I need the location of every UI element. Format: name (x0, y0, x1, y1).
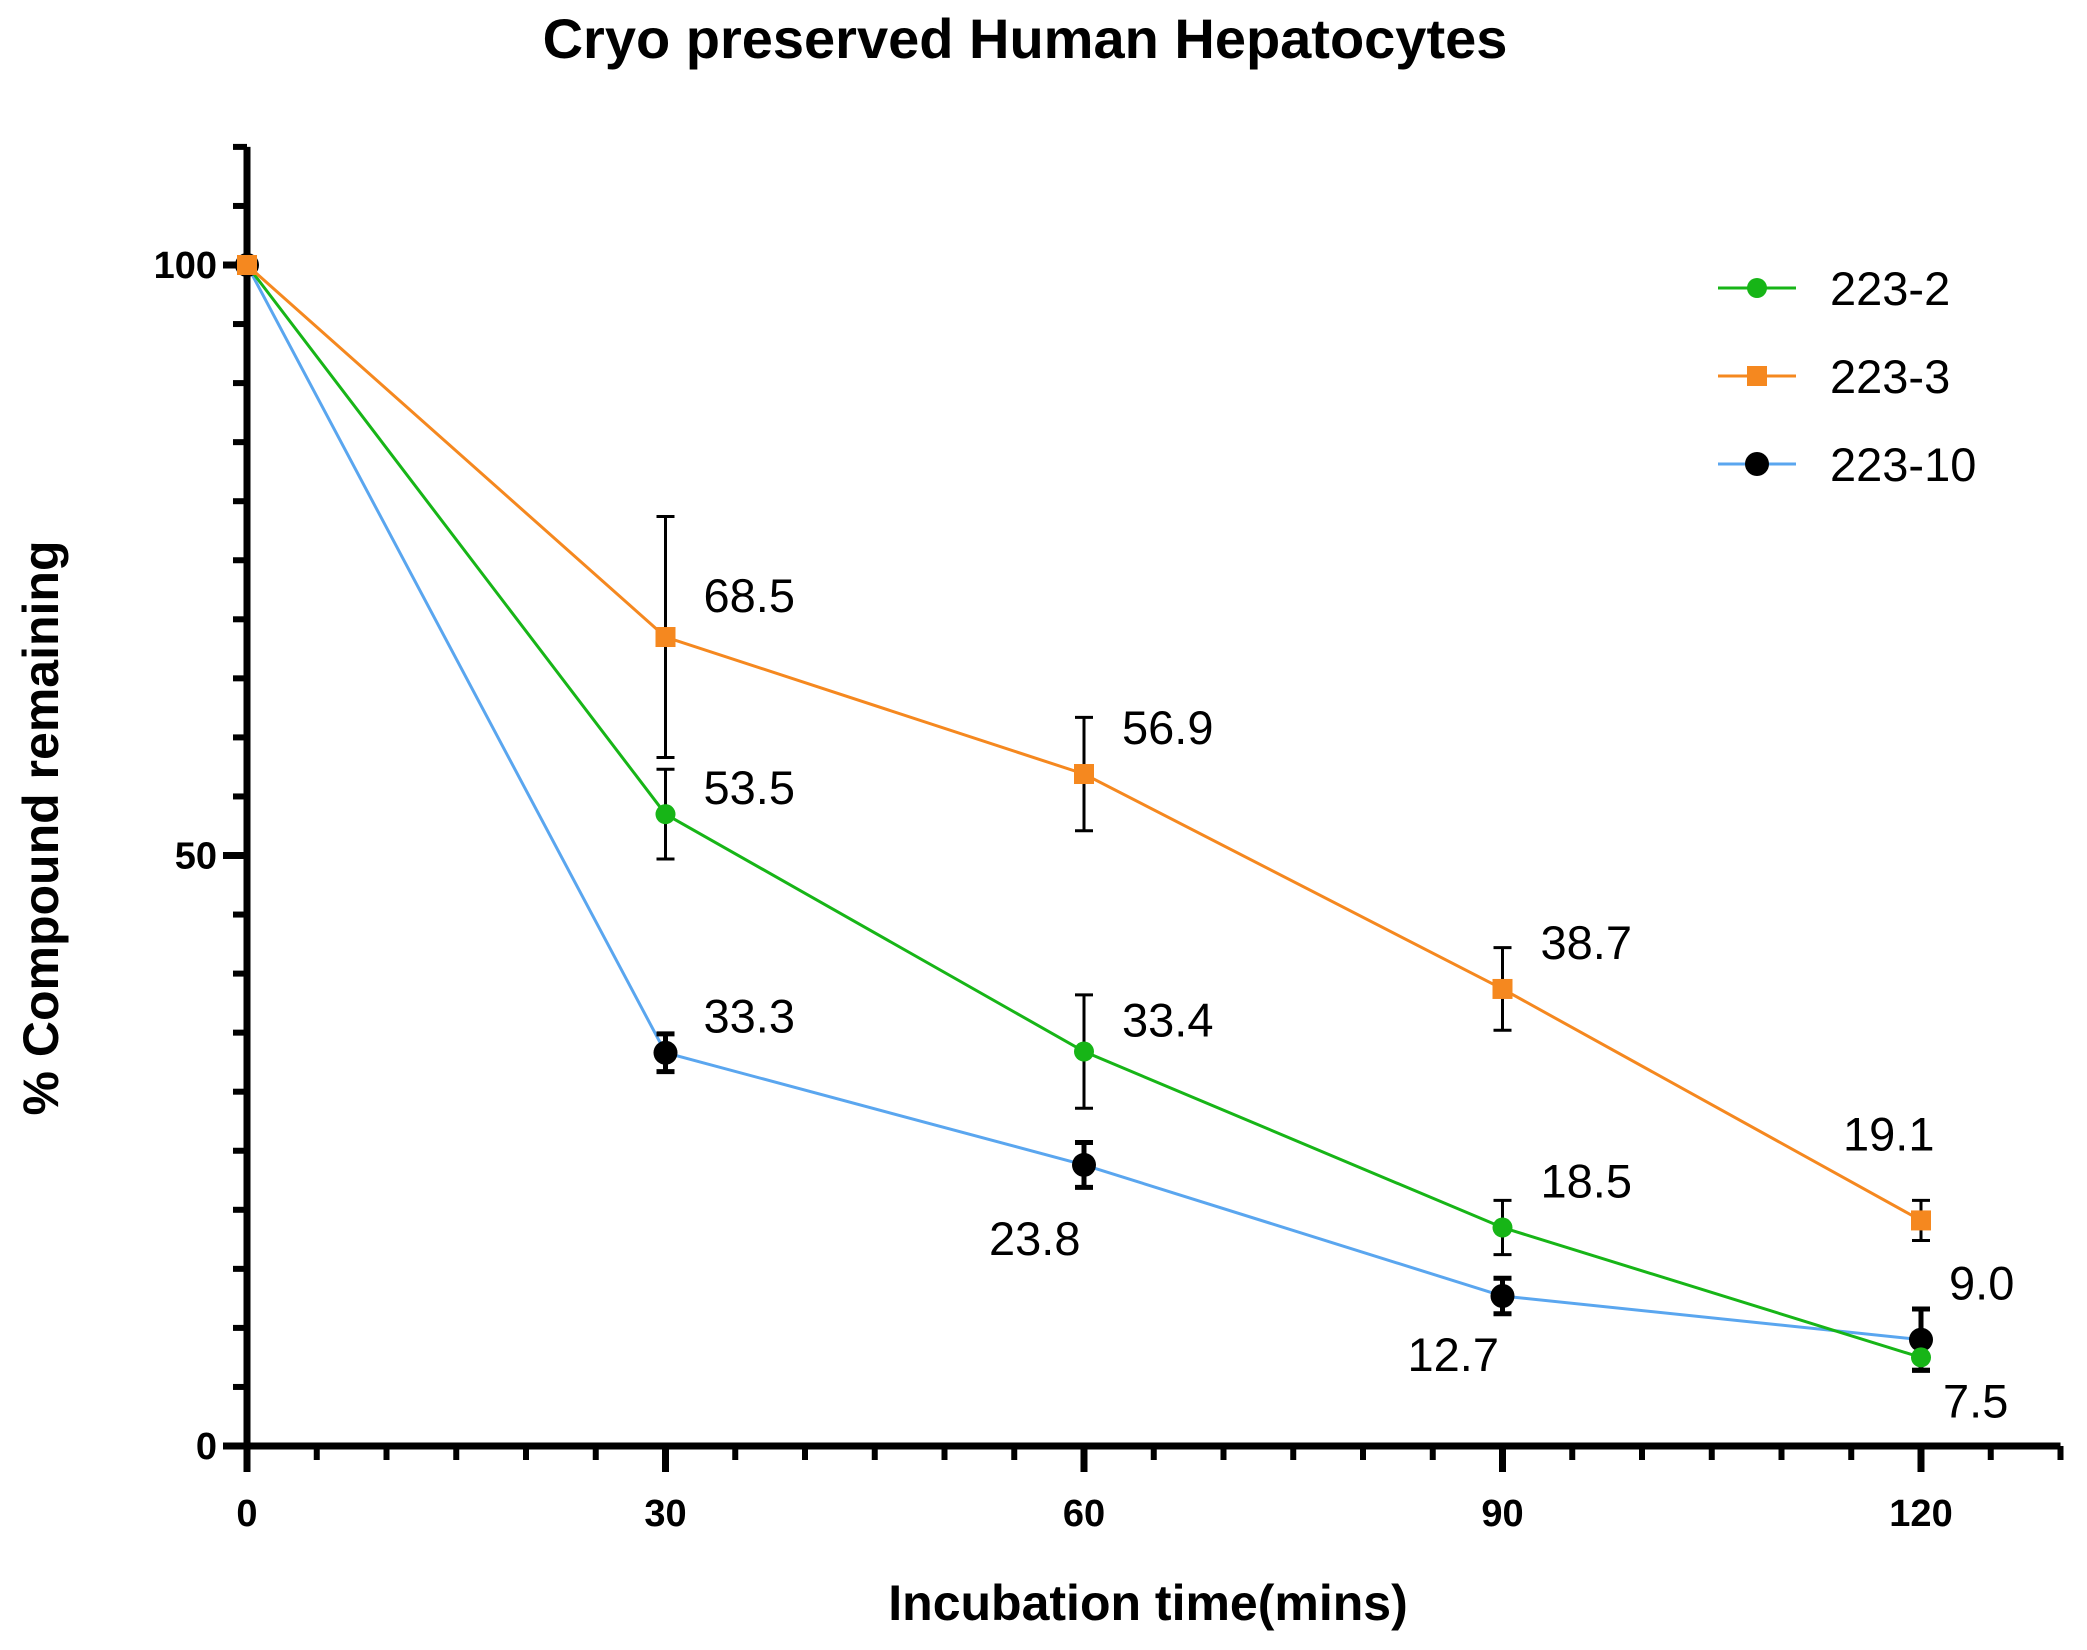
x-tick-label: 90 (1481, 1493, 1523, 1535)
data-point-223-2 (655, 804, 676, 825)
legend-label-223-10: 223-10 (1830, 438, 1976, 491)
data-point-223-3 (1074, 764, 1094, 785)
data-point-223-3 (655, 627, 676, 648)
data-label-223-2: 18.5 (1541, 1155, 1632, 1208)
data-point-223-2 (1074, 1041, 1094, 1062)
data-label-223-2: 53.5 (704, 761, 795, 814)
data-label-223-3: 56.9 (1122, 701, 1213, 754)
data-point-223-3 (1911, 1210, 1931, 1231)
data-point-223-3 (1492, 978, 1513, 999)
data-label-223-2: 33.4 (1122, 994, 1213, 1047)
data-label-223-3: 68.5 (704, 569, 795, 622)
x-tick-label: 30 (644, 1493, 686, 1535)
data-point-223-10 (1490, 1284, 1515, 1309)
x-tick-label: 120 (1889, 1493, 1952, 1535)
data-point-223-10 (1909, 1327, 1933, 1352)
legend-label-223-2: 223-2 (1830, 262, 1950, 315)
x-tick-label: 0 (236, 1493, 257, 1535)
y-tick-label: 100 (154, 245, 217, 287)
legend-marker-223-3 (1747, 366, 1767, 386)
data-point-223-3 (237, 255, 257, 275)
data-label-223-10: 23.8 (989, 1212, 1080, 1265)
chart-title: Cryo preserved Human Hepatocytes (543, 7, 1508, 70)
y-tick-label: 50 (175, 836, 217, 878)
y-axis-title: % Compound remaining (13, 541, 69, 1116)
legend-label-223-3: 223-3 (1830, 350, 1950, 403)
legend-marker-223-10 (1745, 452, 1769, 476)
legend-marker-223-2 (1747, 278, 1767, 298)
data-label-223-10: 33.3 (704, 990, 795, 1043)
data-label-223-2: 7.5 (1943, 1374, 2008, 1427)
data-point-223-2 (1911, 1347, 1931, 1368)
x-tick-label: 60 (1063, 1493, 1105, 1535)
data-label-223-3: 19.1 (1843, 1107, 1934, 1160)
data-label-223-10: 12.7 (1408, 1328, 1499, 1381)
data-point-223-10 (653, 1040, 678, 1065)
data-label-223-10: 9.0 (1949, 1257, 2014, 1310)
data-point-223-2 (1492, 1217, 1513, 1238)
data-label-223-3: 38.7 (1541, 916, 1632, 969)
x-axis-title: Incubation time(mins) (888, 1575, 1407, 1631)
data-point-223-10 (1072, 1152, 1096, 1177)
y-tick-label: 0 (196, 1426, 217, 1468)
